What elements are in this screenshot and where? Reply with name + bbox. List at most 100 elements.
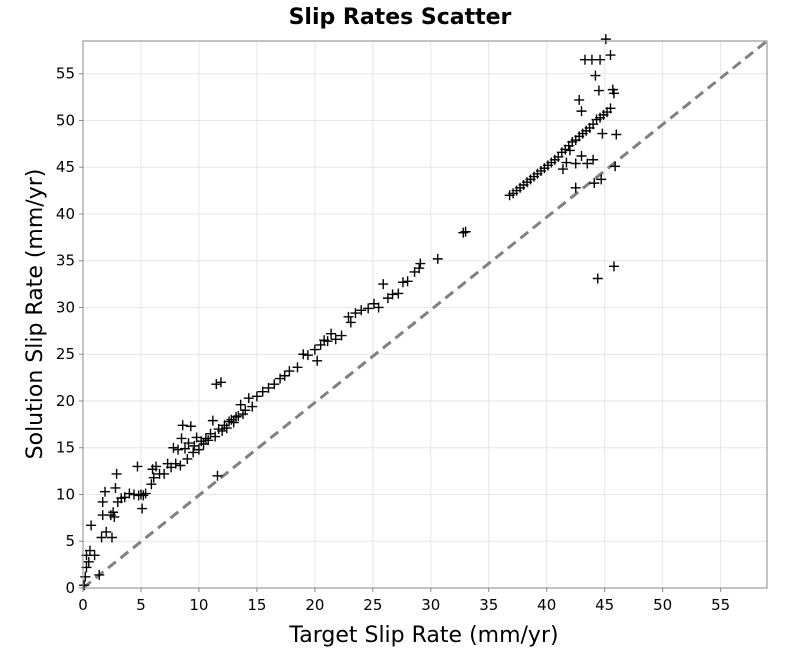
data-point xyxy=(221,423,232,434)
data-point xyxy=(592,273,603,284)
data-point xyxy=(330,334,341,345)
data-point xyxy=(582,158,593,169)
data-point xyxy=(589,178,600,189)
data-point xyxy=(312,355,323,366)
data-point xyxy=(356,305,367,316)
data-point xyxy=(83,556,94,567)
data-point xyxy=(590,70,601,81)
data-point xyxy=(363,303,374,314)
data-point xyxy=(240,405,251,416)
data-point xyxy=(80,571,91,582)
data-point xyxy=(557,164,568,175)
data-point xyxy=(610,161,621,172)
data-point xyxy=(151,461,162,472)
x-tick-label: 20 xyxy=(305,596,324,614)
data-point xyxy=(84,545,95,556)
data-point xyxy=(593,85,604,96)
x-tick-label: 10 xyxy=(189,596,208,614)
data-point xyxy=(378,279,389,290)
data-point xyxy=(414,263,425,274)
data-points xyxy=(79,34,622,591)
x-tick-label: 40 xyxy=(537,596,556,614)
data-point xyxy=(108,507,119,518)
data-point xyxy=(109,511,120,522)
data-point xyxy=(460,226,471,237)
data-point xyxy=(570,182,581,193)
data-point xyxy=(146,479,157,490)
data-point xyxy=(137,503,148,514)
data-point xyxy=(600,34,611,45)
data-point xyxy=(284,366,295,377)
y-tick-label: 0 xyxy=(65,579,75,597)
data-point xyxy=(97,496,108,507)
data-point xyxy=(326,328,337,339)
data-point xyxy=(607,84,618,95)
y-tick-label: 30 xyxy=(56,298,75,316)
data-point xyxy=(432,253,443,264)
data-point xyxy=(180,443,191,454)
data-point xyxy=(96,532,107,543)
data-point xyxy=(89,550,100,561)
x-tick-label: 55 xyxy=(711,596,730,614)
data-point xyxy=(298,349,309,360)
data-point xyxy=(611,129,622,140)
data-point xyxy=(203,435,214,446)
reference-line xyxy=(82,39,768,590)
data-point xyxy=(193,444,204,455)
data-point xyxy=(177,420,188,431)
data-point xyxy=(570,158,581,169)
data-point xyxy=(595,54,606,65)
data-point xyxy=(101,526,112,537)
data-point xyxy=(309,344,320,355)
data-point xyxy=(458,227,469,238)
data-point xyxy=(605,103,616,114)
x-tick-label: 45 xyxy=(595,596,614,614)
data-point xyxy=(302,350,313,361)
data-point xyxy=(322,336,333,347)
data-point xyxy=(79,580,90,591)
x-tick-label: 35 xyxy=(479,596,498,614)
data-point xyxy=(215,377,226,388)
data-point xyxy=(138,490,149,501)
data-point xyxy=(182,453,193,464)
y-tick-label: 40 xyxy=(56,205,75,223)
data-point xyxy=(200,433,211,444)
data-point xyxy=(231,411,242,422)
data-point xyxy=(257,386,268,397)
data-point xyxy=(263,382,274,393)
data-point xyxy=(269,379,280,390)
data-point xyxy=(402,276,413,287)
data-point xyxy=(224,416,235,427)
x-tick-label: 25 xyxy=(363,596,382,614)
data-point xyxy=(564,145,575,156)
plot-area-frame xyxy=(82,40,768,589)
y-axis-label: Solution Slip Rate (mm/yr) xyxy=(23,169,48,460)
data-point xyxy=(576,151,587,162)
data-point xyxy=(168,442,179,453)
data-point xyxy=(94,569,105,580)
data-point xyxy=(233,410,244,421)
data-point xyxy=(100,486,111,497)
data-point xyxy=(173,444,184,455)
data-point xyxy=(124,488,135,499)
y-tick-label: 50 xyxy=(56,111,75,129)
data-point xyxy=(251,391,262,402)
data-point xyxy=(170,458,181,469)
y-tick-label: 15 xyxy=(56,439,75,457)
data-point xyxy=(343,311,354,322)
data-point xyxy=(110,482,121,493)
data-point xyxy=(597,128,608,139)
data-point xyxy=(588,154,599,165)
y-tick-label: 45 xyxy=(56,158,75,176)
data-point xyxy=(185,421,196,432)
x-axis-ticks: 0 5 10 15 20 25 30 35 40 45 50 55 xyxy=(78,588,730,614)
y-tick-label: 55 xyxy=(56,65,75,83)
y-axis-ticks: 0 5 10 15 20 25 30 35 40 45 50 55 xyxy=(56,65,83,597)
data-point xyxy=(235,399,246,410)
data-point xyxy=(207,415,218,426)
data-point xyxy=(111,468,122,479)
data-point xyxy=(373,302,384,313)
data-point xyxy=(415,258,426,269)
x-tick-label: 0 xyxy=(78,596,88,614)
